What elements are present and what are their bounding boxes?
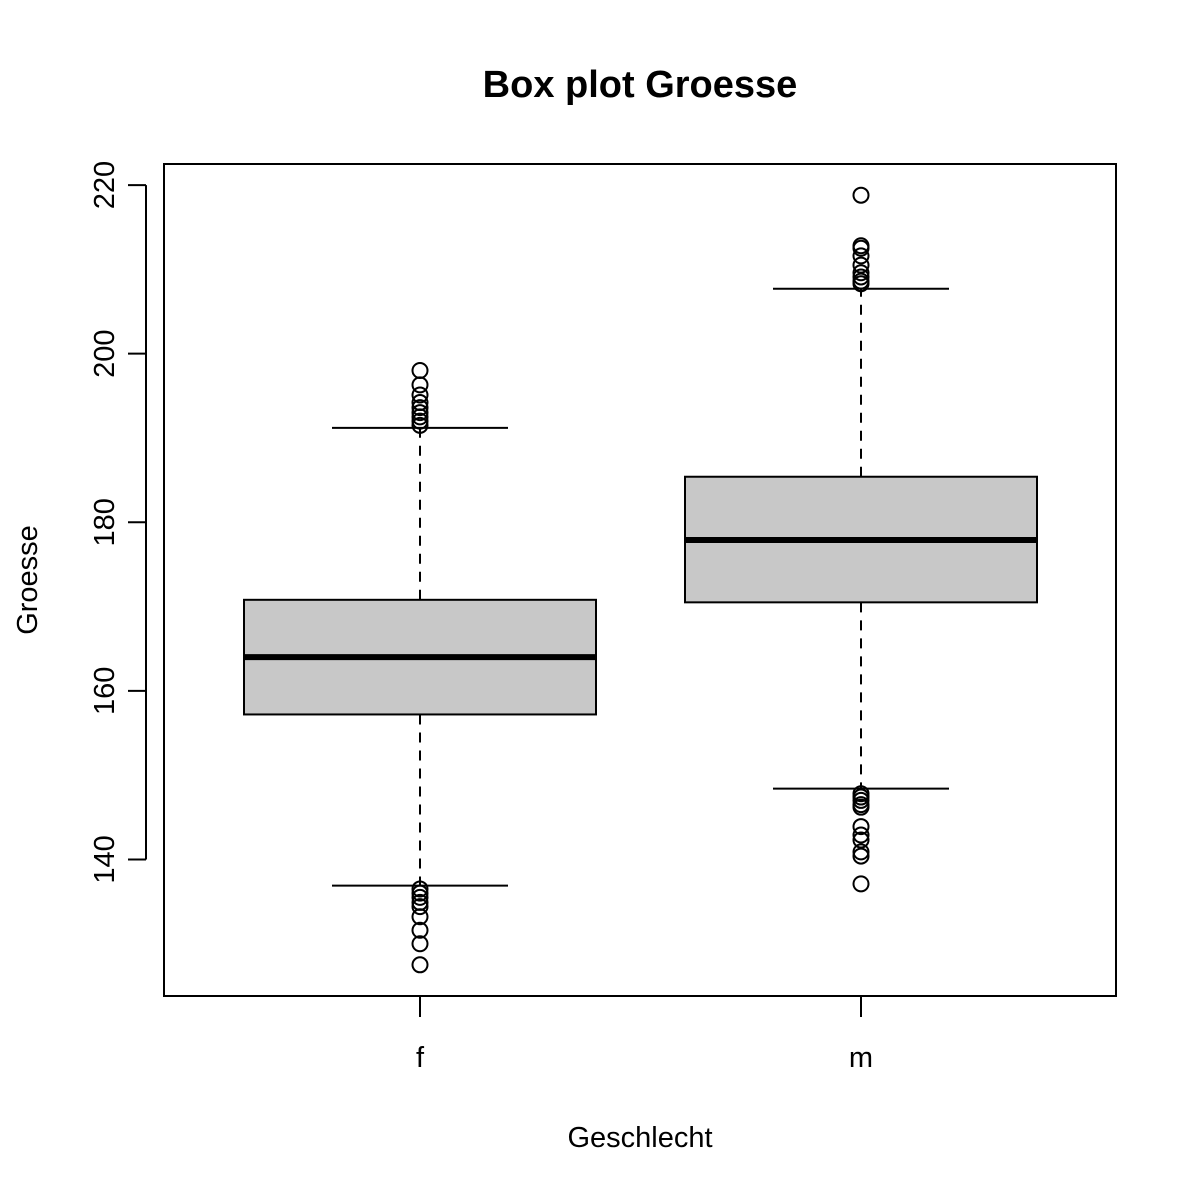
x-tick-label: f [416,1042,425,1074]
outlier-point [411,412,429,430]
outlier-point [411,935,429,953]
outlier-point [411,921,429,939]
outlier-point [411,898,429,916]
outlier-point [852,818,870,836]
outlier-point [411,399,429,417]
outlier-point [411,408,429,426]
plot-frame [163,163,1117,997]
y-tick-label: 220 [89,161,121,209]
y-tick-label: 180 [89,498,121,546]
y-axis: 140 160 180 200 220 [89,161,147,884]
outlier-point [411,956,429,974]
outlier-point [852,843,870,861]
outlier-point [411,362,429,380]
outlier-point [852,256,870,274]
outlier-point [852,791,870,809]
outlier-point [852,247,870,265]
outlier-point [852,875,870,893]
outlier-point [852,186,870,204]
outlier-point [852,268,870,286]
outlier-point [852,275,870,293]
outlier-point [852,798,870,816]
box-f [243,362,597,974]
box-m [684,186,1038,893]
outlier-point [852,831,870,849]
x-axis-label: Geschlecht [567,1122,712,1154]
chart-title: Box plot Groesse [483,64,798,106]
outlier-point [411,884,429,902]
boxes-group [243,186,1038,974]
outlier-point [411,416,429,434]
outlier-point [411,880,429,898]
outlier-point [852,826,870,844]
y-tick-label: 160 [89,667,121,715]
outlier-point [411,386,429,404]
outlier-point [852,264,870,282]
x-tick-label: m [849,1042,873,1074]
outlier-point [852,847,870,865]
outlier-point [852,239,870,257]
outlier-point [411,376,429,394]
outlier-point [411,404,429,422]
y-tick-label: 200 [89,329,121,377]
outlier-point [411,888,429,906]
y-axis-label: Groesse [12,525,44,635]
y-tick-label: 140 [89,835,121,883]
outlier-point [411,908,429,926]
